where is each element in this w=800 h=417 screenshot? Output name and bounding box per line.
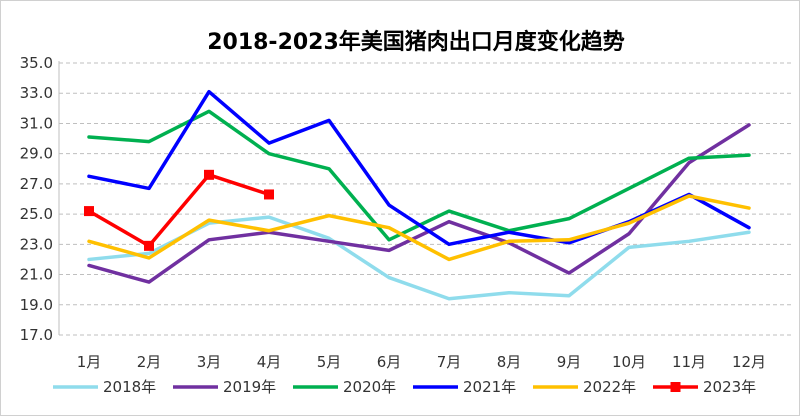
x-tick-label: 11月 bbox=[672, 353, 706, 371]
y-axis: 17.0 19.0 21.0 23.0 25.0 27.0 29.0 31.0 33.0 35.0 bbox=[20, 54, 60, 344]
x-axis: 1月 2月 3月 4月 5月 6月 7月 8月 9月 10月 11月 12月 bbox=[77, 353, 766, 371]
x-tick-label: 9月 bbox=[557, 353, 582, 371]
data-point-marker bbox=[84, 206, 94, 217]
legend-label: 2023年 bbox=[703, 378, 756, 396]
x-tick-label: 6月 bbox=[377, 353, 402, 371]
legend-label: 2019年 bbox=[223, 378, 276, 396]
series-line-2020年 bbox=[87, 109, 751, 242]
y-tick-label: 35.0 bbox=[20, 54, 53, 72]
y-tick-label: 25.0 bbox=[20, 205, 53, 223]
y-tick-label: 19.0 bbox=[20, 296, 53, 314]
series-line-2019年 bbox=[87, 123, 751, 284]
x-tick-label: 10月 bbox=[612, 353, 646, 371]
y-tick-label: 31.0 bbox=[20, 114, 53, 132]
legend-label: 2018年 bbox=[103, 378, 156, 396]
data-point-marker bbox=[204, 169, 214, 180]
x-tick-label: 12月 bbox=[732, 353, 766, 371]
y-tick-label: 23.0 bbox=[20, 235, 53, 253]
y-tick-label: 17.0 bbox=[20, 326, 53, 344]
legend-label: 2022年 bbox=[583, 378, 636, 396]
series-line-2022年 bbox=[87, 194, 751, 262]
legend-marker bbox=[670, 382, 681, 392]
y-tick-label: 29.0 bbox=[20, 145, 53, 163]
series-line-2018年 bbox=[87, 215, 751, 301]
x-tick-label: 2月 bbox=[137, 353, 162, 371]
series-line-2023年 bbox=[87, 173, 271, 248]
data-point-marker bbox=[264, 189, 274, 200]
series-lines bbox=[84, 89, 751, 301]
data-point-marker bbox=[144, 240, 154, 251]
x-tick-label: 5月 bbox=[317, 353, 342, 371]
y-tick-label: 27.0 bbox=[20, 175, 53, 193]
y-tick-label: 33.0 bbox=[20, 84, 53, 102]
legend: 2018年 2019年 2020年 2021年 2022年 2023年 bbox=[53, 378, 756, 396]
y-tick-label: 21.0 bbox=[20, 266, 53, 284]
x-tick-label: 1月 bbox=[77, 353, 102, 371]
grid bbox=[59, 62, 791, 336]
chart-title: 2018-2023年美国猪肉出口月度变化趋势 bbox=[207, 29, 625, 55]
x-tick-label: 7月 bbox=[437, 353, 462, 371]
x-tick-label: 8月 bbox=[497, 353, 522, 371]
legend-label: 2021年 bbox=[463, 378, 516, 396]
legend-label: 2020年 bbox=[343, 378, 396, 396]
series-line-2021年 bbox=[87, 89, 751, 247]
x-tick-label: 3月 bbox=[197, 353, 222, 371]
x-tick-label: 4月 bbox=[257, 353, 282, 371]
